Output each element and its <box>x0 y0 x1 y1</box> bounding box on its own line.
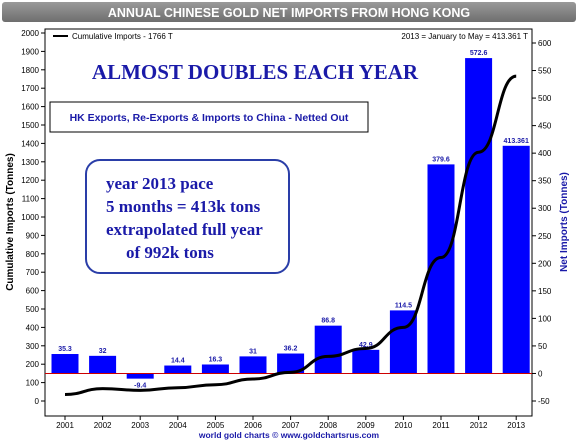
bar-2012 <box>465 58 493 374</box>
right-tick-label: 50 <box>538 342 547 351</box>
left-tick-label: 1800 <box>21 66 39 75</box>
bar-2006 <box>239 356 267 374</box>
bar-2005 <box>201 364 229 374</box>
bar-value-label: 32 <box>99 348 107 355</box>
legend-label: Cumulative Imports - 1766 T <box>72 32 173 41</box>
left-tick-label: 900 <box>26 231 40 240</box>
right-tick-label: 100 <box>538 314 552 323</box>
right-tick-label: 150 <box>538 287 552 296</box>
right-axis: -50 0 50 100 150 200 250 300 350 400 450 500 550 600 <box>532 39 552 406</box>
bar-labels: 35.3 32 -9.4 14.4 16.3 31 36.2 86.8 42.9 114.5 379… <box>58 50 529 390</box>
x-tick-label: 2005 <box>207 421 225 430</box>
x-tick-label: 2010 <box>395 421 413 430</box>
bar-2009 <box>352 349 380 374</box>
left-tick-label: 1000 <box>21 213 39 222</box>
cumulative-line <box>64 74 517 397</box>
bar-2003 <box>126 373 154 379</box>
x-tick-label: 2007 <box>282 421 300 430</box>
bar-value-label: 86.8 <box>321 318 335 325</box>
x-tick-label: 2002 <box>94 421 112 430</box>
right-tick-label: 250 <box>538 232 552 241</box>
annotation-line-4: of 992k tons <box>126 243 214 262</box>
right-tick-label: 500 <box>538 94 552 103</box>
bar-2007 <box>277 353 305 374</box>
headline: ALMOST DOUBLES EACH YEAR <box>92 60 419 84</box>
left-tick-label: 800 <box>26 250 40 259</box>
x-tick-label: 2013 <box>507 421 525 430</box>
bar-2013 <box>502 145 530 374</box>
right-tick-label: 600 <box>538 39 552 48</box>
bar-value-label: 413.361 <box>504 138 529 145</box>
footer: world gold charts © www.goldchartsrus.co… <box>198 430 380 440</box>
bar-value-label: 42.9 <box>359 342 373 349</box>
bar-value-label: 36.2 <box>284 346 298 353</box>
bar-2008 <box>314 325 342 374</box>
left-tick-label: 500 <box>26 305 40 314</box>
right-tick-label: 550 <box>538 67 552 76</box>
subtitle-box <box>49 101 369 133</box>
left-axis: 0 100 200 300 400 500 600 700 800 900 1000 1100 1200… <box>21 29 45 406</box>
left-tick-label: 300 <box>26 342 40 351</box>
left-tick-label: 100 <box>26 379 40 388</box>
left-tick-label: 400 <box>26 323 40 332</box>
right-axis-title: Net Imports (Tonnes) <box>559 172 570 272</box>
x-tick-label: 2008 <box>319 421 337 430</box>
right-tick-label: 0 <box>538 369 543 378</box>
bar-series <box>51 58 530 379</box>
right-tick-label: 400 <box>538 149 552 158</box>
x-tick-label: 2004 <box>169 421 187 430</box>
x-tick-label: 2006 <box>244 421 262 430</box>
left-axis-title: Cumulative Imports (Tonnes) <box>5 153 16 291</box>
bar-value-label: 379.6 <box>432 156 450 163</box>
annotation-line-1: year 2013 pace <box>106 174 214 193</box>
left-tick-label: 1300 <box>21 158 39 167</box>
bar-value-label: 114.5 <box>395 302 412 309</box>
left-tick-label: 1200 <box>21 176 39 185</box>
right-tick-label: -50 <box>538 397 550 406</box>
annotation-line-3: extrapolated full year <box>106 220 263 239</box>
right-tick-label: 300 <box>538 204 552 213</box>
left-tick-label: 2000 <box>21 29 39 38</box>
bar-value-label: 14.4 <box>171 358 185 365</box>
bar-2001 <box>51 354 79 374</box>
chart-title: ANNUAL CHINESE GOLD NET IMPORTS FROM HON… <box>108 6 470 20</box>
left-tick-label: 1900 <box>21 47 39 56</box>
annotation-line-2: 5 months = 413k tons <box>106 197 261 216</box>
x-axis: 2001 2002 2003 2004 2005 2006 2007 2008 2009 2010… <box>56 416 526 430</box>
right-tick-label: 450 <box>538 122 552 131</box>
x-tick-label: 2011 <box>432 421 450 430</box>
bar-value-label: 16.3 <box>209 356 223 363</box>
right-tick-label: 350 <box>538 177 552 186</box>
left-tick-label: 1400 <box>21 139 39 148</box>
bar-value-label: 31 <box>249 348 257 355</box>
note-right: 2013 = January to May = 413.361 T <box>401 32 528 41</box>
left-tick-label: 1700 <box>21 84 39 93</box>
left-tick-label: 0 <box>35 397 40 406</box>
left-tick-label: 700 <box>26 268 40 277</box>
subtitle: HK Exports, Re-Exports & Imports to Chin… <box>70 112 349 124</box>
title-bar <box>2 2 576 22</box>
left-tick-label: 1600 <box>21 103 39 112</box>
x-tick-label: 2009 <box>357 421 375 430</box>
bar-value-label: 572.6 <box>470 50 488 57</box>
annotation-box <box>85 159 290 274</box>
x-tick-label: 2001 <box>56 421 74 430</box>
bar-2002 <box>89 355 117 374</box>
bar-2004 <box>164 365 192 374</box>
bar-2011 <box>427 164 455 374</box>
x-tick-label: 2003 <box>131 421 149 430</box>
x-tick-label: 2012 <box>470 421 488 430</box>
right-tick-label: 200 <box>538 259 552 268</box>
left-tick-label: 1100 <box>22 195 40 204</box>
bar-value-label: 35.3 <box>58 346 72 353</box>
left-tick-label: 600 <box>26 287 40 296</box>
left-tick-label: 200 <box>26 360 40 369</box>
left-tick-label: 1500 <box>21 121 39 130</box>
bar-value-label: -9.4 <box>134 383 146 390</box>
